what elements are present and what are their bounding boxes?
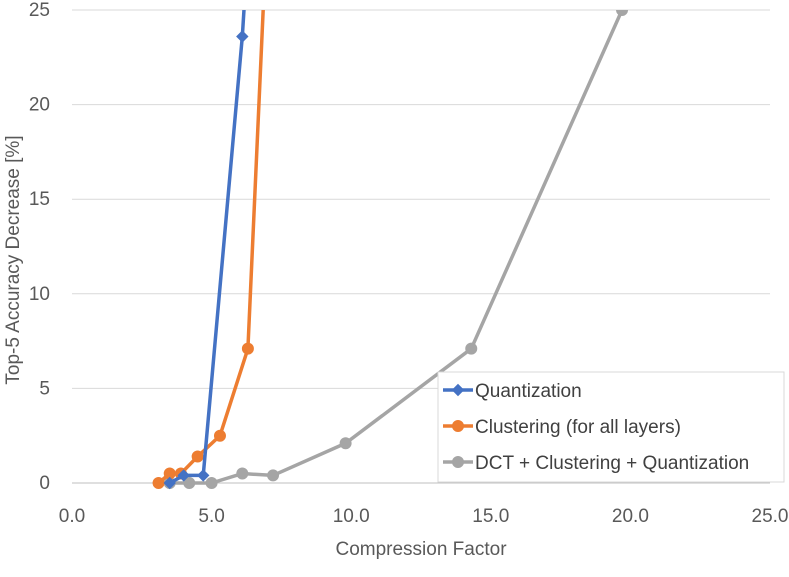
x-tick-label: 5.0 [198,506,224,527]
data-point [267,469,280,482]
data-point [152,477,165,489]
y-tick-label: 20 [29,95,50,116]
legend-item: DCT + Clustering + Quantization [443,453,749,474]
data-point [236,30,249,43]
x-tick-label: 0.0 [59,506,85,527]
legend-swatch-marker [451,383,465,397]
data-point [163,476,176,490]
x-tick-label: 15.0 [472,506,509,527]
x-tick-label: 10.0 [333,506,370,527]
legend-label: Quantization [475,381,582,402]
legend-box [437,371,785,483]
series-group [152,10,629,490]
data-point [205,477,218,489]
legend-label: Clustering (for all layers) [475,417,681,438]
data-point [213,429,226,442]
legend-item: Quantization [443,381,582,402]
data-point [183,477,196,489]
data-point [197,469,210,482]
data-point [616,10,629,16]
y-tick-label: 15 [29,189,50,210]
legend-swatch-marker [452,420,464,432]
y-tick-label: 25 [29,0,50,21]
y-tick-label: 5 [39,378,50,399]
legend-swatch-marker [452,456,464,468]
series-line [156,10,265,485]
data-point [236,467,249,480]
series-2 [163,10,629,489]
x-tick-label: 20.0 [612,506,649,527]
data-point [339,437,352,450]
x-axis-title: Compression Factor [335,539,507,560]
series-line [167,10,246,485]
data-point [177,469,190,482]
x-tick-labels: 0.0 5.0 10.0 15.0 20.0 25.0 [59,506,789,527]
y-tick-label: 10 [29,284,50,305]
y-tick-label: 0 [39,473,50,494]
series-0 [163,10,249,490]
y-axis-title: Top-5 Accuracy Decrease [%] [3,135,24,384]
data-point [465,342,478,355]
legend-item: Clustering (for all layers) [443,417,681,438]
legend: Quantization Clustering (for all layers) D… [437,371,785,483]
data-point [241,342,254,355]
data-point [191,450,204,463]
y-tick-labels: 0 5 10 15 20 25 [29,0,50,494]
gridlines [72,9,770,389]
legend-items: Quantization Clustering (for all layers) D… [443,381,749,474]
x-tick-label: 25.0 [752,506,789,527]
legend-label: DCT + Clustering + Quantization [475,453,749,474]
